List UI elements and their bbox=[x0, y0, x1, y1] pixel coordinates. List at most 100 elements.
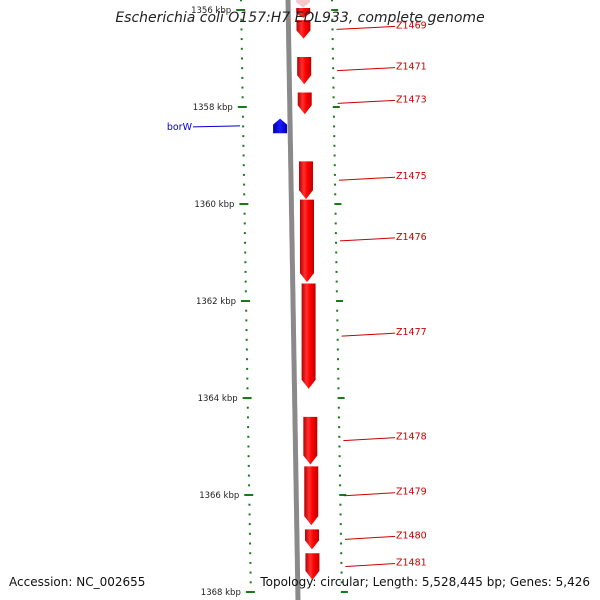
inner-tick bbox=[248, 513, 251, 516]
outer-tick bbox=[337, 397, 345, 399]
inner-tick bbox=[249, 581, 252, 584]
gene-arrow bbox=[301, 283, 316, 389]
outer-tick bbox=[332, 96, 335, 99]
outer-tick bbox=[331, 9, 339, 11]
inner-tick bbox=[240, 28, 243, 31]
label-leader bbox=[336, 25, 396, 30]
outer-tick bbox=[339, 484, 342, 487]
inner-tick bbox=[243, 222, 246, 225]
inner-tick bbox=[241, 76, 244, 79]
inner-tick bbox=[245, 319, 248, 322]
outer-tick bbox=[338, 474, 341, 477]
label-leader bbox=[337, 67, 396, 72]
outer-tick bbox=[336, 338, 339, 341]
inner-tick bbox=[245, 338, 248, 341]
outer-tick bbox=[339, 513, 342, 516]
inner-tick bbox=[249, 571, 252, 574]
gene-arrow bbox=[273, 118, 288, 134]
inner-tick bbox=[246, 416, 249, 419]
inner-tick bbox=[241, 86, 244, 89]
inner-tick bbox=[242, 173, 245, 176]
outer-tick bbox=[339, 494, 347, 496]
genes-value: 5,426 bbox=[555, 575, 590, 589]
outer-tick bbox=[338, 464, 341, 467]
scale-labels: 1356 kbp 1358 kbp 1360 kbp 1362 kbp 1364 kbp… bbox=[191, 6, 241, 598]
length-value: 5,528,445 bp bbox=[421, 575, 502, 589]
scale-label: 1364 kbp bbox=[198, 394, 238, 404]
genes-label: Genes: bbox=[509, 575, 552, 589]
inner-tick bbox=[241, 96, 244, 99]
inner-tick bbox=[236, 9, 246, 11]
inner-tick bbox=[242, 164, 245, 167]
outer-tick bbox=[334, 183, 337, 186]
outer-tick bbox=[333, 173, 336, 176]
gene-arrow bbox=[297, 57, 312, 85]
inner-tick bbox=[242, 397, 252, 399]
outer-tick bbox=[337, 387, 340, 390]
gene-arrow bbox=[304, 529, 319, 550]
outer-tick bbox=[331, 0, 334, 2]
gene-label: Z1481 bbox=[396, 558, 427, 569]
inner-tick bbox=[241, 67, 244, 70]
outer-tick bbox=[340, 552, 343, 555]
label-leader bbox=[338, 176, 396, 181]
accession-info: Accession: NC_002655 bbox=[9, 575, 145, 589]
outer-tick bbox=[333, 154, 336, 157]
inner-tick bbox=[241, 300, 251, 302]
label-leader bbox=[192, 125, 241, 128]
outer-tick bbox=[331, 57, 334, 60]
outer-tick bbox=[331, 18, 334, 21]
outer-tick-ring bbox=[331, 0, 348, 593]
outer-tick bbox=[333, 135, 336, 138]
inner-tick bbox=[245, 591, 255, 593]
label-leader bbox=[341, 332, 396, 337]
inner-tick bbox=[248, 532, 251, 535]
outer-tick bbox=[334, 212, 337, 215]
inner-tick bbox=[246, 367, 249, 370]
accession-label: Accession: bbox=[9, 575, 73, 589]
genome-stats: Topology: circular; Length: 5,528,445 bp… bbox=[260, 575, 590, 589]
inner-tick bbox=[242, 135, 245, 138]
gene-label: Z1475 bbox=[396, 171, 427, 182]
inner-tick bbox=[240, 38, 243, 41]
outer-tick bbox=[335, 270, 338, 273]
inner-tick bbox=[245, 309, 248, 312]
outer-tick bbox=[339, 503, 342, 506]
scale-label: 1368 kbp bbox=[201, 588, 241, 598]
inner-tick bbox=[246, 387, 249, 390]
outer-tick bbox=[340, 571, 343, 574]
outer-tick bbox=[337, 406, 340, 409]
outer-tick bbox=[336, 329, 339, 332]
inner-tick bbox=[246, 406, 249, 409]
outer-tick bbox=[332, 67, 335, 70]
topology-label: Topology: bbox=[260, 575, 317, 589]
inner-tick bbox=[243, 183, 246, 186]
outer-tick bbox=[340, 581, 343, 584]
inner-tick bbox=[247, 464, 250, 467]
outer-tick bbox=[333, 125, 336, 128]
outer-tick bbox=[334, 232, 337, 235]
gene-label: borW bbox=[167, 122, 193, 133]
label-leader bbox=[345, 563, 396, 568]
gene-label: Z1479 bbox=[396, 487, 427, 498]
outer-tick bbox=[336, 348, 339, 351]
inner-tick bbox=[244, 251, 247, 254]
inner-tick bbox=[245, 358, 248, 361]
inner-tick bbox=[240, 47, 243, 50]
outer-tick bbox=[337, 377, 340, 380]
inner-tick bbox=[247, 435, 250, 438]
inner-tick bbox=[247, 455, 250, 458]
gene-arrow bbox=[296, 0, 311, 8]
outer-tick bbox=[340, 591, 348, 593]
outer-tick bbox=[340, 561, 343, 564]
outer-tick bbox=[339, 532, 342, 535]
gene-arrow bbox=[297, 92, 312, 115]
inner-tick bbox=[240, 0, 243, 2]
inner-tick bbox=[237, 106, 247, 108]
inner-tick bbox=[244, 494, 254, 496]
gene-label: Z1469 bbox=[396, 20, 427, 31]
map-title: Escherichia coli O157:H7 EDL933, complet… bbox=[115, 10, 485, 26]
outer-tick bbox=[335, 290, 338, 293]
scale-label: 1362 kbp bbox=[196, 297, 236, 307]
